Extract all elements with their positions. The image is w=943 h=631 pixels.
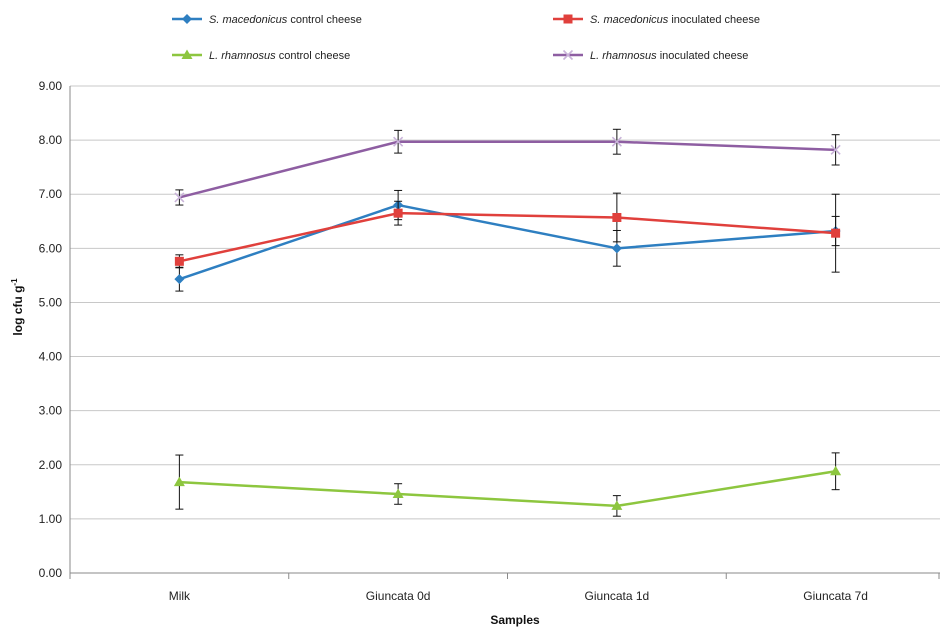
x-tick-label: Milk xyxy=(169,589,191,603)
data-point xyxy=(830,144,841,155)
legend-swatch-marker xyxy=(182,14,192,24)
legend-species: S. macedonicus xyxy=(590,14,669,26)
data-point xyxy=(612,212,622,222)
series-2 xyxy=(174,192,841,273)
y-tick-label: 9.00 xyxy=(39,79,63,93)
y-tick-label: 3.00 xyxy=(39,404,63,418)
legend-entry-1: S. macedonicus control cheese xyxy=(172,14,362,26)
series-line xyxy=(179,470,836,508)
series-line xyxy=(179,140,836,199)
data-point xyxy=(393,208,403,218)
y-tick-label: 2.00 xyxy=(39,458,63,472)
data-point xyxy=(611,500,623,510)
legend-swatch-marker xyxy=(563,14,573,24)
y-axis-ticks: 0.00 1.00 2.00 3.00 4.00 5.00 6.00 7.00 8.00 9.00 xyxy=(39,79,63,580)
x-tick-label: Giuncata 0d xyxy=(366,589,431,603)
legend-entry-2: S. macedonicus inoculated cheese xyxy=(553,14,760,26)
y-tick-label: 0.00 xyxy=(39,566,63,580)
legend-suffix: control cheese xyxy=(276,50,351,62)
y-axis-title-main: log cfu g xyxy=(11,286,25,336)
data-point xyxy=(393,136,404,147)
data-point xyxy=(174,274,185,285)
legend-suffix: inoculated cheese xyxy=(668,14,760,26)
series-4 xyxy=(174,128,841,206)
x-tick-label: Giuncata 7d xyxy=(803,589,868,603)
gridlines xyxy=(70,85,940,520)
data-point xyxy=(611,136,622,147)
series-line xyxy=(179,211,836,263)
legend-label: S. macedonicus control cheese xyxy=(209,14,362,26)
data-point xyxy=(830,465,842,476)
legend-species: S. macedonicus xyxy=(209,14,288,26)
axes xyxy=(69,86,940,579)
legend-label: L. rhamnosus inoculated cheese xyxy=(590,50,748,62)
legend-swatch-marker xyxy=(181,49,193,59)
x-tick-label: Giuncata 1d xyxy=(585,589,650,603)
y-tick-label: 8.00 xyxy=(39,133,63,147)
y-tick-label: 7.00 xyxy=(39,187,63,201)
data-point xyxy=(173,476,185,487)
legend-species: L. rhamnosus xyxy=(209,50,276,62)
y-axis-title-superscript: -1 xyxy=(10,278,19,286)
data-point xyxy=(392,488,404,498)
data-point xyxy=(611,243,622,254)
y-tick-label: 1.00 xyxy=(39,512,63,526)
legend-species: L. rhamnosus xyxy=(590,50,657,62)
series-line xyxy=(178,203,836,281)
legend-entry-4: L. rhamnosus inoculated cheese xyxy=(553,49,748,62)
legend-swatch-marker xyxy=(562,49,574,61)
legend: S. macedonicus control cheese S. macedoni… xyxy=(172,14,760,62)
data-point xyxy=(174,256,184,266)
x-axis-title: Samples xyxy=(490,613,540,627)
series-layer xyxy=(173,128,842,517)
data-point xyxy=(831,228,841,238)
legend-entry-3: L. rhamnosus control cheese xyxy=(172,49,350,62)
data-point xyxy=(174,192,185,203)
y-axis-title: log cfu g-1 xyxy=(10,278,25,336)
legend-label: S. macedonicus inoculated cheese xyxy=(590,14,760,26)
y-tick-label: 4.00 xyxy=(39,350,63,364)
legend-label: L. rhamnosus control cheese xyxy=(209,50,350,62)
x-axis-ticks: Milk Giuncata 0d Giuncata 1d Giuncata 7d xyxy=(169,589,868,603)
legend-suffix: control cheese xyxy=(287,14,362,26)
legend-suffix: inoculated cheese xyxy=(657,50,749,62)
series-3 xyxy=(173,452,842,517)
y-tick-label: 5.00 xyxy=(39,295,63,309)
y-tick-label: 6.00 xyxy=(39,241,63,255)
